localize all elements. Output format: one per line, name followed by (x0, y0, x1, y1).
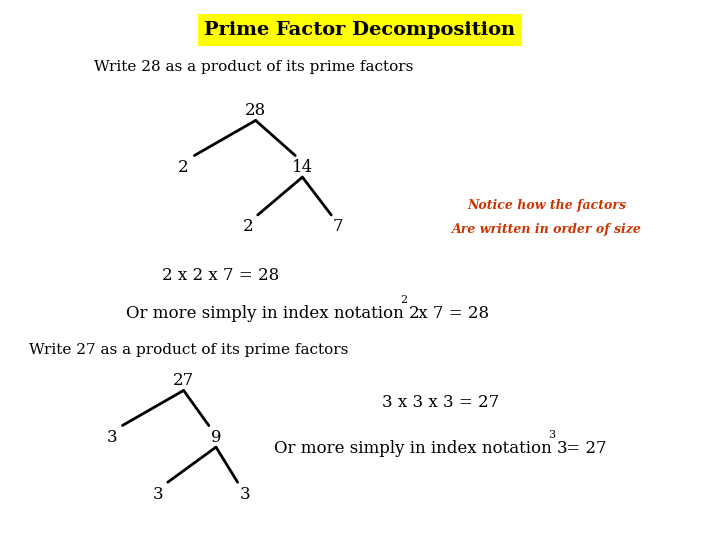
Text: 3: 3 (548, 430, 555, 440)
Text: 3 x 3 x 3 = 27: 3 x 3 x 3 = 27 (382, 394, 499, 411)
Text: Are written in order of size: Are written in order of size (452, 223, 642, 236)
Text: 27: 27 (173, 372, 194, 389)
Text: = 27: = 27 (561, 440, 606, 457)
Text: Write 28 as a product of its prime factors: Write 28 as a product of its prime facto… (94, 60, 413, 75)
Text: Notice how the factors: Notice how the factors (468, 199, 626, 212)
Text: 2: 2 (179, 159, 189, 176)
Text: 14: 14 (292, 159, 313, 176)
Text: Or more simply in index notation 2: Or more simply in index notation 2 (126, 305, 420, 322)
Text: 9: 9 (211, 429, 221, 446)
Text: 3: 3 (153, 485, 163, 503)
Text: Prime Factor Decomposition: Prime Factor Decomposition (204, 21, 516, 39)
Text: 7: 7 (333, 218, 343, 235)
Text: 3: 3 (240, 485, 250, 503)
Text: Write 27 as a product of its prime factors: Write 27 as a product of its prime facto… (29, 343, 348, 357)
Text: x 7 = 28: x 7 = 28 (413, 305, 490, 322)
Text: 2: 2 (400, 295, 408, 305)
Text: 3: 3 (107, 429, 117, 446)
Text: Or more simply in index notation 3: Or more simply in index notation 3 (274, 440, 567, 457)
Text: 28: 28 (245, 102, 266, 119)
Text: 2: 2 (243, 218, 253, 235)
Text: 2 x 2 x 7 = 28: 2 x 2 x 7 = 28 (162, 267, 279, 284)
